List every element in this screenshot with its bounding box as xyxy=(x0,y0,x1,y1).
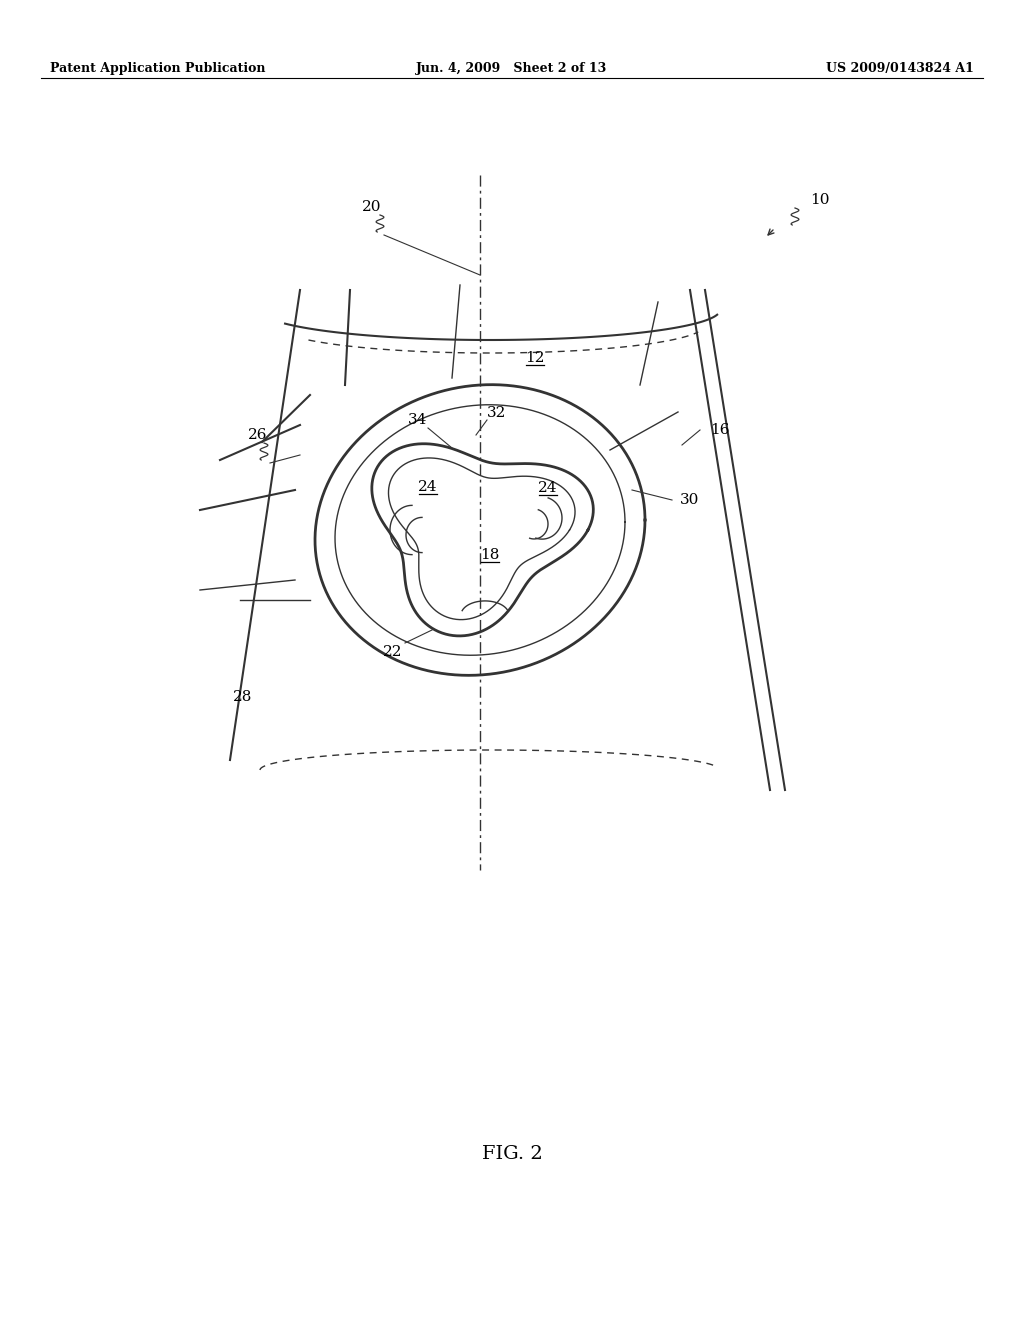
Text: 12: 12 xyxy=(525,351,545,366)
Text: 30: 30 xyxy=(680,492,699,507)
Text: 24: 24 xyxy=(539,480,558,495)
Text: 32: 32 xyxy=(487,407,507,420)
Text: 20: 20 xyxy=(362,201,382,214)
Text: 18: 18 xyxy=(480,548,500,562)
Text: 28: 28 xyxy=(233,690,253,704)
Text: 10: 10 xyxy=(810,193,829,207)
Text: FIG. 2: FIG. 2 xyxy=(481,1144,543,1163)
Text: Jun. 4, 2009   Sheet 2 of 13: Jun. 4, 2009 Sheet 2 of 13 xyxy=(417,62,607,75)
Text: 24: 24 xyxy=(418,480,437,494)
Text: Patent Application Publication: Patent Application Publication xyxy=(50,62,265,75)
Text: 26: 26 xyxy=(248,428,267,442)
Text: US 2009/0143824 A1: US 2009/0143824 A1 xyxy=(826,62,974,75)
Text: 34: 34 xyxy=(409,413,428,426)
Text: 22: 22 xyxy=(383,645,402,659)
Text: 16: 16 xyxy=(711,422,730,437)
